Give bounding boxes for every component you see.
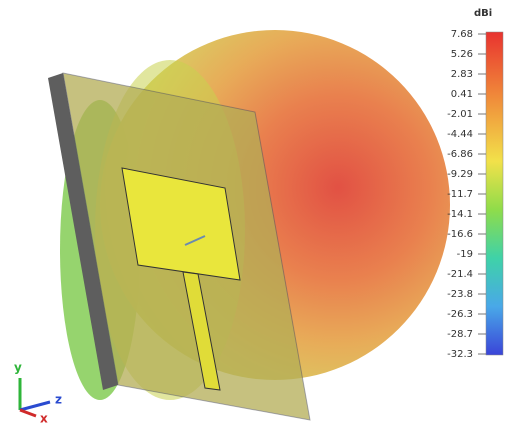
colorbar-tick-label: -19: [457, 249, 473, 260]
z-axis-label: z: [55, 393, 62, 407]
colorbar-tick-label: -14.1: [447, 209, 473, 220]
colorbar-tick-label: -11.7: [447, 189, 473, 200]
colorbar-tick-label: -16.6: [447, 229, 473, 240]
colorbar-tick-label: -32.3: [447, 349, 473, 360]
substrate-edge: [48, 73, 118, 390]
x-axis-arrow: [19, 408, 37, 418]
z-axis-arrow: [19, 400, 51, 412]
colorbar: dBi 7.68 5.26 2.83 0.41 -2.01 -4.44 -6.86 -9.29…: [447, 8, 504, 360]
feed-line: [182, 271, 221, 391]
colorbar-scale: [485, 31, 504, 356]
probe: [184, 235, 206, 246]
colorbar-tick-label: -2.01: [447, 109, 473, 120]
colorbar-unit: dBi: [474, 8, 492, 19]
colorbar-tick-label: -6.86: [447, 149, 473, 160]
colorbar-tick-label: -21.4: [447, 269, 473, 280]
colorbar-tick-label: 7.68: [451, 29, 473, 40]
colorbar-tick-label: 2.83: [451, 69, 473, 80]
colorbar-tick-label: -26.3: [447, 309, 473, 320]
x-axis-label: x: [40, 412, 48, 426]
colorbar-tick-label: -28.7: [447, 329, 473, 340]
colorbar-tick-label: -9.29: [447, 169, 473, 180]
colorbar-tick-label: -4.44: [447, 129, 473, 140]
antenna: [48, 72, 311, 421]
y-axis-label: y: [14, 361, 22, 375]
patch: [121, 167, 241, 281]
colorbar-tick-label: 0.41: [451, 89, 473, 100]
axis-triad: y z x: [14, 361, 62, 426]
colorbar-tick-label: 5.26: [451, 49, 473, 60]
colorbar-tick-label: -23.8: [447, 289, 473, 300]
